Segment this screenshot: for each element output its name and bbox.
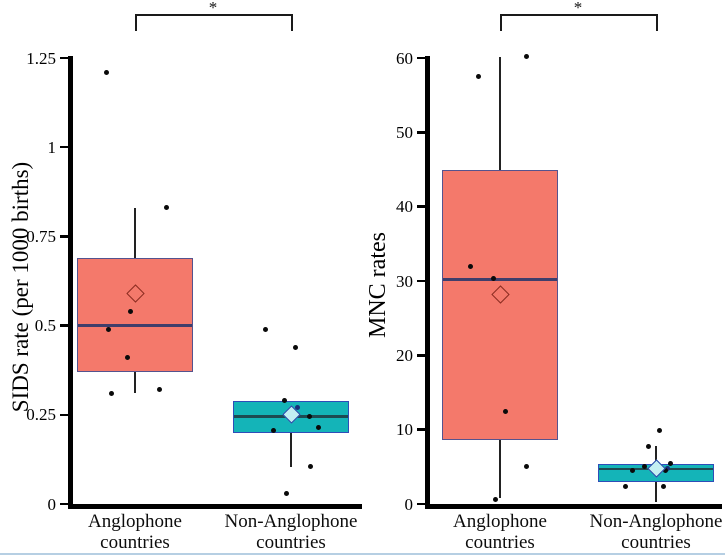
category-label: countries	[256, 532, 326, 553]
y-tick-label: 1.25	[26, 48, 56, 68]
data-point	[281, 398, 287, 404]
data-point	[641, 463, 647, 469]
bottom-rule	[0, 553, 725, 555]
category-label: Anglophone	[453, 511, 547, 532]
data-point	[306, 414, 312, 420]
y-tick	[60, 324, 68, 327]
y-tick-label: 20	[396, 345, 413, 365]
data-point	[105, 326, 111, 332]
data-point	[467, 263, 473, 269]
data-point	[629, 468, 635, 474]
category-label: Anglophone	[88, 511, 182, 532]
significance-bracket-bar	[135, 14, 291, 16]
y-tick-label: 0.5	[34, 316, 56, 336]
data-point	[283, 490, 289, 496]
y-tick-label: 0.25	[26, 405, 56, 425]
data-point	[622, 484, 628, 490]
data-point	[662, 468, 668, 474]
y-tick	[417, 56, 425, 60]
y-tick	[417, 502, 425, 506]
data-point	[127, 308, 133, 314]
box-anglophone	[442, 169, 558, 441]
data-point	[108, 390, 114, 396]
data-point	[292, 344, 298, 350]
data-point	[490, 276, 496, 282]
significance-bracket-drop	[656, 14, 658, 31]
y-axis	[68, 56, 73, 509]
whisker	[290, 400, 292, 467]
y-tick	[60, 56, 68, 60]
x-axis	[68, 504, 362, 509]
y-tick	[60, 235, 68, 238]
data-point	[103, 69, 109, 75]
y-tick	[417, 428, 425, 431]
category-label: countries	[621, 532, 691, 553]
y-tick-label: 0	[404, 494, 414, 514]
y-tick	[60, 146, 68, 149]
data-point	[492, 497, 498, 503]
data-point	[502, 408, 508, 414]
data-point	[523, 54, 529, 59]
data-point	[315, 424, 321, 430]
y-tick	[417, 279, 425, 283]
data-point	[124, 355, 130, 361]
data-point	[294, 405, 300, 411]
significance-bracket-bar	[500, 14, 656, 16]
category-label: countries	[100, 532, 170, 553]
x-axis	[425, 504, 722, 509]
y-tick-label: 1	[47, 137, 57, 157]
category-label: Non-Anglophone	[224, 511, 358, 532]
box-anglophone	[77, 257, 193, 372]
y-tick	[60, 413, 68, 416]
y-tick-label: 50	[396, 122, 413, 142]
y-tick-label: 0	[47, 494, 57, 514]
y-tick	[417, 131, 425, 134]
data-point	[656, 427, 662, 433]
y-tick-label: 60	[396, 48, 413, 68]
category-label: countries	[465, 532, 535, 553]
significance-bracket-drop	[500, 14, 502, 31]
y-tick	[417, 354, 425, 357]
significance-asterisk: *	[208, 0, 218, 17]
significance-bracket-drop	[291, 14, 293, 31]
y-tick-label: 10	[396, 420, 413, 440]
data-point	[660, 484, 666, 490]
data-point	[523, 464, 529, 470]
category-label: Non-Anglophone	[589, 511, 723, 532]
y-axis	[425, 56, 430, 509]
data-point	[262, 326, 268, 332]
significance-asterisk: *	[573, 0, 583, 17]
significance-bracket-drop	[135, 14, 137, 31]
data-point	[163, 205, 169, 211]
y-tick	[60, 502, 68, 506]
data-point	[307, 464, 313, 470]
data-point	[667, 461, 673, 467]
y-tick-label: 30	[396, 271, 413, 291]
y-tick-label: 0.75	[26, 226, 56, 246]
data-point	[270, 428, 276, 434]
data-point	[475, 74, 481, 80]
y-tick-label: 40	[396, 197, 413, 217]
median-line	[443, 278, 557, 281]
y-tick	[417, 205, 425, 208]
data-point	[156, 387, 162, 393]
median-line	[78, 324, 192, 327]
data-point	[645, 444, 651, 450]
